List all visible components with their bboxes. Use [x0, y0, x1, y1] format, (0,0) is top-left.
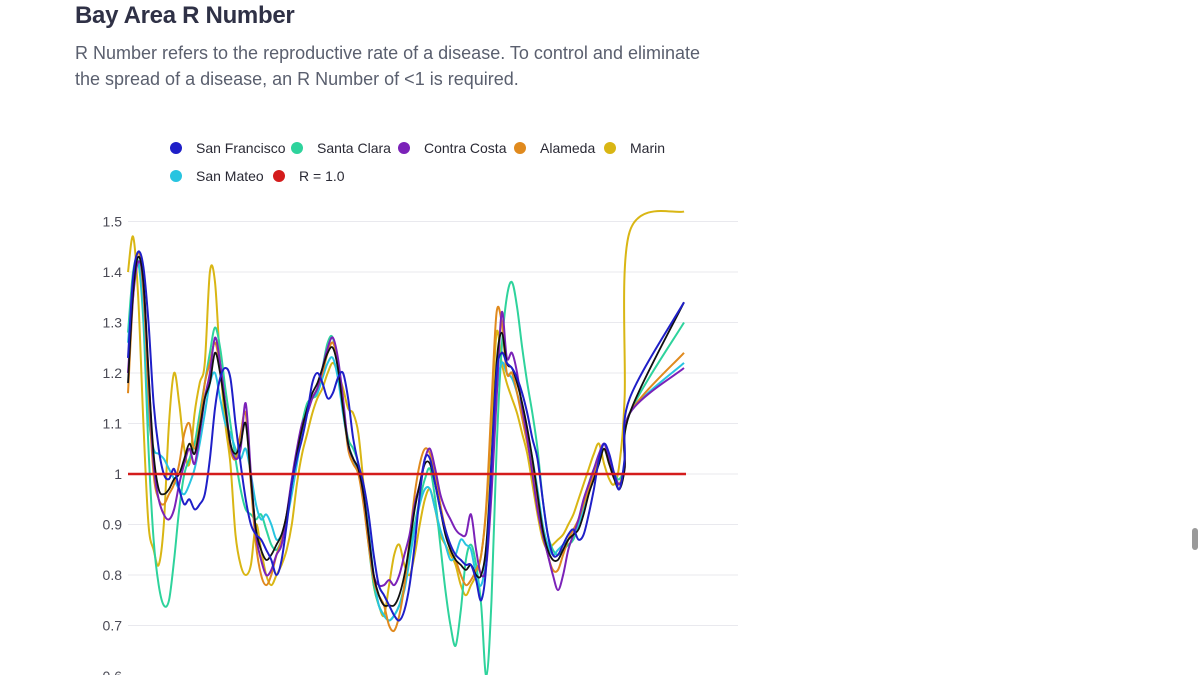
legend-label: San Francisco	[196, 140, 286, 156]
legend-marker	[291, 142, 303, 154]
legend-marker	[170, 170, 182, 182]
page-description: R Number refers to the reproductive rate…	[75, 43, 700, 89]
legend-item-r-1-0[interactable]: R = 1.0	[273, 168, 345, 184]
legend-item-contra-costa[interactable]: Contra Costa	[398, 140, 507, 156]
grid-lines	[128, 221, 738, 626]
y-tick-label: 1.4	[103, 264, 123, 280]
y-tick-label: 1.5	[103, 214, 123, 230]
scrollbar-thumb[interactable]	[1192, 528, 1198, 550]
legend-marker	[514, 142, 526, 154]
plot-area	[127, 209, 686, 675]
legend-marker	[273, 170, 285, 182]
y-axis-ticks: 0.6 0.7 0.8 0.9 1 1.1 1.2 1.3 1.4 1.5	[103, 214, 123, 675]
legend-item-san-francisco[interactable]: San Francisco	[170, 140, 286, 156]
page-title: Bay Area R Number	[75, 2, 295, 29]
legend-label: Alameda	[540, 140, 595, 156]
legend: San Francisco Santa Clara Contra Costa Alam…	[170, 140, 665, 184]
y-tick-label: 1.1	[103, 416, 123, 432]
legend-label: Marin	[630, 140, 665, 156]
y-tick-label: 0.6	[103, 668, 123, 675]
y-tick-label: 1.2	[103, 365, 123, 381]
legend-label: Contra Costa	[424, 140, 507, 156]
y-tick-label: 0.8	[103, 567, 123, 583]
legend-item-santa-clara[interactable]: Santa Clara	[291, 140, 391, 156]
legend-label: Santa Clara	[317, 140, 391, 156]
legend-label: San Mateo	[196, 168, 264, 184]
series-line-san-francisco	[127, 250, 685, 622]
y-tick-label: 1.3	[103, 315, 123, 331]
y-tick-label: 0.7	[103, 618, 123, 634]
series-line-aggregate	[127, 255, 685, 607]
legend-marker	[604, 142, 616, 154]
legend-marker	[398, 142, 410, 154]
y-tick-label: 1	[114, 466, 122, 482]
legend-item-marin[interactable]: Marin	[604, 140, 665, 156]
legend-label: R = 1.0	[299, 168, 345, 184]
legend-item-alameda[interactable]: Alameda	[514, 140, 595, 156]
y-tick-label: 0.9	[103, 517, 123, 533]
series-line-santa-clara	[127, 257, 685, 675]
legend-item-san-mateo[interactable]: San Mateo	[170, 168, 264, 184]
legend-marker	[170, 142, 182, 154]
series-line-contra-costa	[127, 260, 685, 592]
